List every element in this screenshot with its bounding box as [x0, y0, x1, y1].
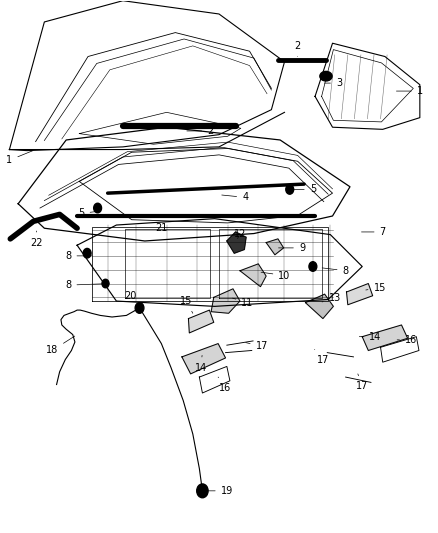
Circle shape	[135, 303, 144, 313]
Text: 9: 9	[279, 243, 305, 253]
Text: 14: 14	[359, 332, 381, 342]
Text: 15: 15	[180, 296, 193, 313]
Polygon shape	[362, 325, 408, 351]
Polygon shape	[346, 284, 373, 305]
Text: 14: 14	[194, 356, 207, 373]
Ellipse shape	[320, 71, 332, 81]
Polygon shape	[182, 344, 226, 374]
Text: 19: 19	[205, 486, 233, 496]
Polygon shape	[240, 264, 266, 287]
Text: 16: 16	[397, 335, 417, 345]
Polygon shape	[266, 239, 284, 255]
Circle shape	[309, 262, 317, 271]
Circle shape	[286, 184, 293, 194]
Text: 2: 2	[294, 41, 301, 56]
Text: 8: 8	[322, 266, 349, 276]
Text: 4: 4	[222, 192, 248, 203]
Text: 5: 5	[78, 208, 101, 219]
Circle shape	[83, 248, 91, 258]
Text: 21: 21	[155, 217, 168, 233]
Text: 11: 11	[233, 297, 254, 308]
Polygon shape	[227, 232, 246, 253]
Polygon shape	[305, 294, 333, 319]
Text: 20: 20	[125, 290, 140, 308]
Text: 18: 18	[46, 336, 75, 356]
Text: 15: 15	[366, 283, 386, 293]
Circle shape	[94, 203, 102, 213]
Polygon shape	[188, 310, 214, 333]
Text: 8: 8	[65, 280, 109, 290]
Text: 12: 12	[234, 229, 246, 239]
Text: 17: 17	[246, 341, 268, 351]
Text: 13: 13	[322, 293, 341, 303]
Text: 10: 10	[261, 271, 291, 280]
Text: 22: 22	[30, 231, 43, 247]
Text: 8: 8	[65, 251, 92, 261]
Polygon shape	[211, 289, 240, 313]
Text: 17: 17	[314, 350, 329, 365]
Text: 1: 1	[7, 151, 33, 165]
Circle shape	[102, 279, 109, 288]
Text: 3: 3	[325, 78, 342, 88]
Text: 7: 7	[361, 227, 386, 237]
Text: 1: 1	[396, 86, 423, 96]
Circle shape	[197, 484, 208, 498]
Text: 2: 2	[187, 126, 213, 136]
Text: 16: 16	[218, 377, 232, 393]
Text: 5: 5	[294, 184, 316, 195]
Text: 17: 17	[356, 374, 368, 391]
